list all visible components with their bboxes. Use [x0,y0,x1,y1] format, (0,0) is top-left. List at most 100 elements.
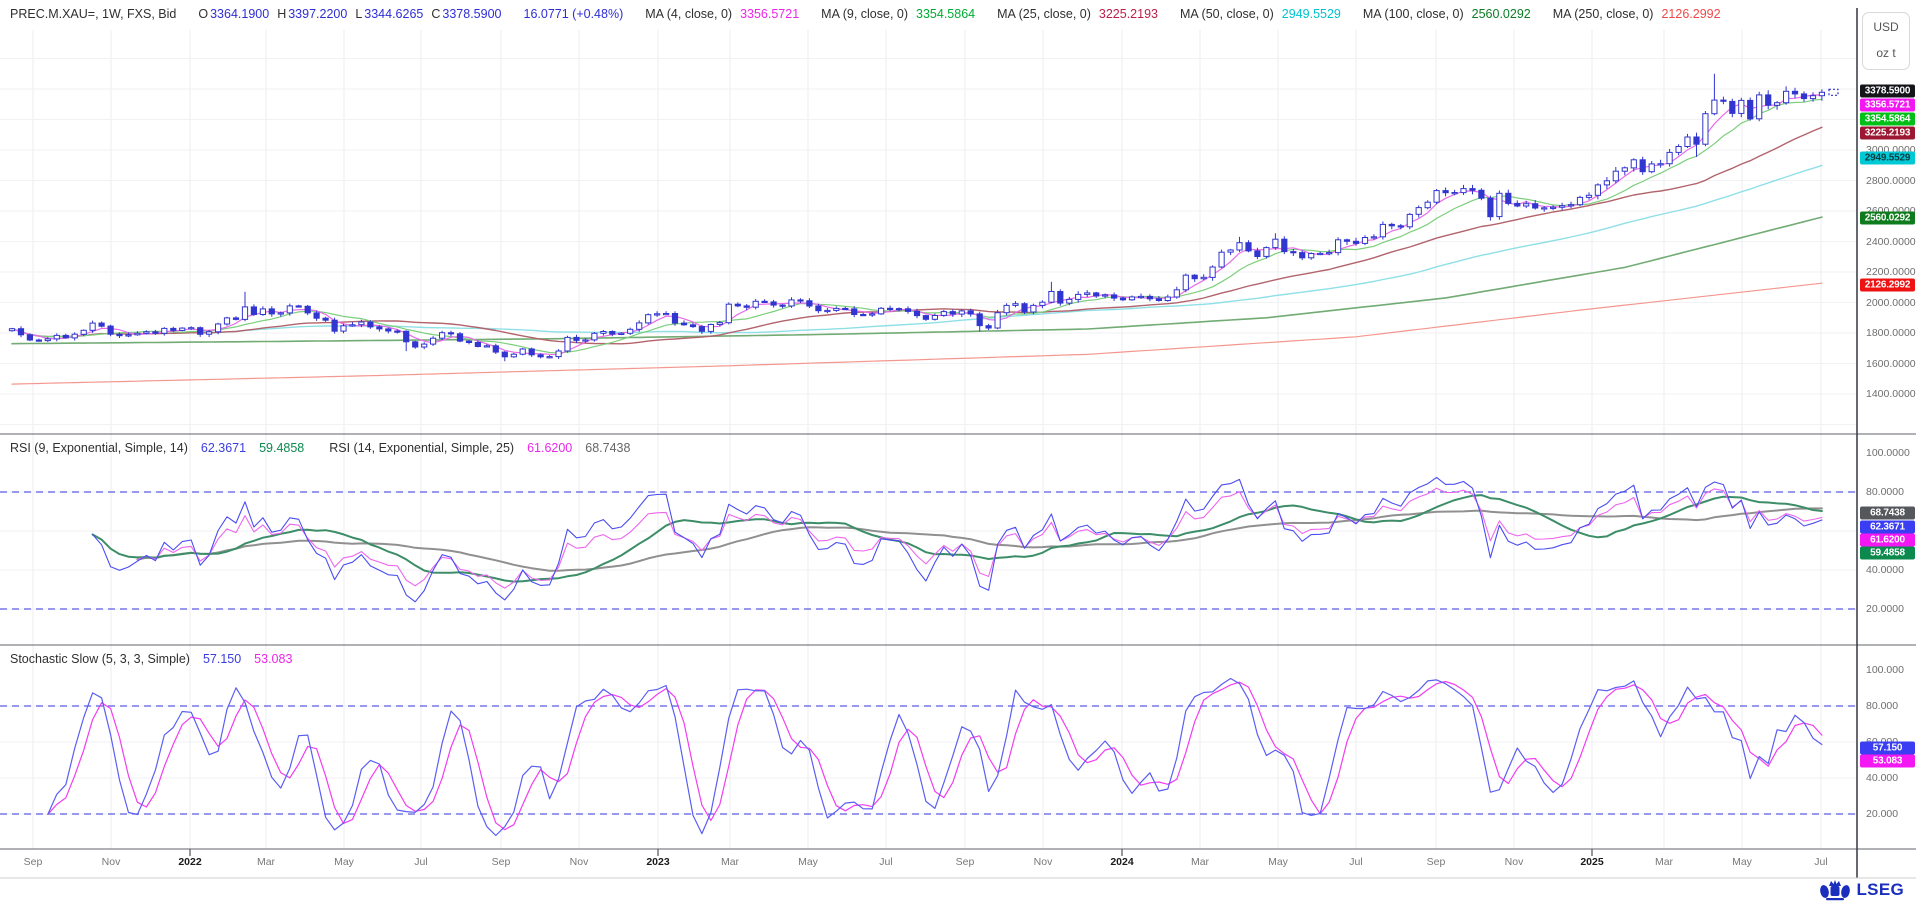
candle-body [71,333,78,339]
candle-body [931,315,938,320]
candle-body [80,329,87,335]
candle-body [179,327,186,331]
candle-body [1057,291,1064,304]
month-label: Mar [720,856,740,868]
candle-body [573,336,580,341]
ma-value: 3356.5721 [740,7,800,21]
candle-body [1012,303,1019,306]
candle-body [636,322,643,330]
candle-body [62,334,69,339]
candle-body [887,307,894,310]
candle-body [654,313,661,316]
candle-body [680,322,688,326]
month-label: Jul [1814,856,1828,868]
candle-body [734,303,741,307]
candle-body [474,342,481,347]
ma-value: 3354.5864 [916,7,976,21]
candle-body [1684,136,1691,147]
candle-body [1200,276,1207,280]
candle-body [761,300,768,303]
candle-body [44,338,51,342]
ma-legend-item-undefined: MA (9, close, 0) 3354.5864 [821,7,975,21]
stoch-tick-label: 100.000 [1866,664,1904,676]
price-badge: 3354.5864 [1860,112,1915,126]
unit-box: USD oz t [1862,12,1910,70]
candle-body [958,310,965,315]
ohlc-label-C: C [431,7,441,21]
forming-bar-marker [1828,88,1839,96]
candle-body [1809,95,1817,100]
candle-body [1272,238,1279,249]
candle-body [26,334,33,341]
price-badge: 3356.5721 [1860,98,1915,112]
candle-body [412,341,419,348]
ma-label: MA (250, close, 0) [1552,7,1654,21]
stoch-tick-label: 80.000 [1866,700,1899,712]
candle-body [1335,239,1342,254]
candle-body [1800,93,1808,100]
candle-body [1146,295,1154,300]
candle-body [197,327,204,335]
candle-body [1675,146,1682,153]
candle-body [1657,163,1664,166]
month-label: Nov [1504,856,1524,868]
candle-body [582,339,589,342]
price-badge: 3225.2193 [1860,126,1915,140]
candle-body [1612,170,1619,182]
candle-body [376,326,383,330]
candle-body [1343,239,1351,242]
candle-body [1415,207,1422,215]
ma-label: MA (4, close, 0) [645,7,733,21]
candle-body [1747,99,1754,120]
ma-legend-item-undefined: MA (4, close, 0) 3356.5721 [645,7,799,21]
candle-body [1361,237,1369,244]
candle-body [385,328,392,332]
candle-body [170,327,177,331]
candle-body [456,333,464,342]
month-label: Sep [23,856,43,868]
candle-body [215,323,222,333]
candle-body [1729,100,1736,114]
candle-body [1075,293,1082,300]
stoch-badge: 53.083 [1860,754,1915,768]
rsi-title-2: RSI (14, Exponential, Simple, 25) [329,441,515,455]
candle-body [1720,99,1727,102]
month-label: Sep [955,856,975,868]
candle-body [1003,304,1010,314]
candle-body [797,299,804,302]
candle-body [17,328,25,336]
candle-body [1756,94,1763,120]
candle-body [824,309,831,313]
candle-body [698,326,705,332]
candle-body [304,305,311,314]
candle-body [1137,295,1145,299]
candle-body [1514,202,1521,207]
candle-body [134,332,141,336]
candle-body [223,317,231,325]
candle-body [349,324,356,327]
ohlc-value-L: 3344.6265 [364,7,424,21]
ma-value: 2560.0292 [1471,7,1531,21]
candle-body [1576,196,1584,206]
candle-body [1791,90,1799,95]
candle-body [1666,151,1673,165]
candle-body [1550,206,1557,209]
candle-body [53,334,60,340]
candle-body [1119,297,1127,301]
candle-body [1245,242,1252,252]
candle-body [35,339,42,342]
rsi-tick-label: 40.0000 [1866,564,1904,576]
stoch-value-d: 53.083 [254,652,293,666]
candle-body [1254,250,1261,257]
candle-body [645,314,652,324]
month-label: May [798,856,818,868]
candle-body [322,317,329,321]
candle-body [851,308,858,315]
candle-body [591,332,598,341]
candle-body [922,315,929,320]
candle-body [125,334,132,337]
lseg-crest-icon [1819,880,1850,901]
candle-body [1433,190,1440,203]
month-label: Jul [879,856,893,868]
